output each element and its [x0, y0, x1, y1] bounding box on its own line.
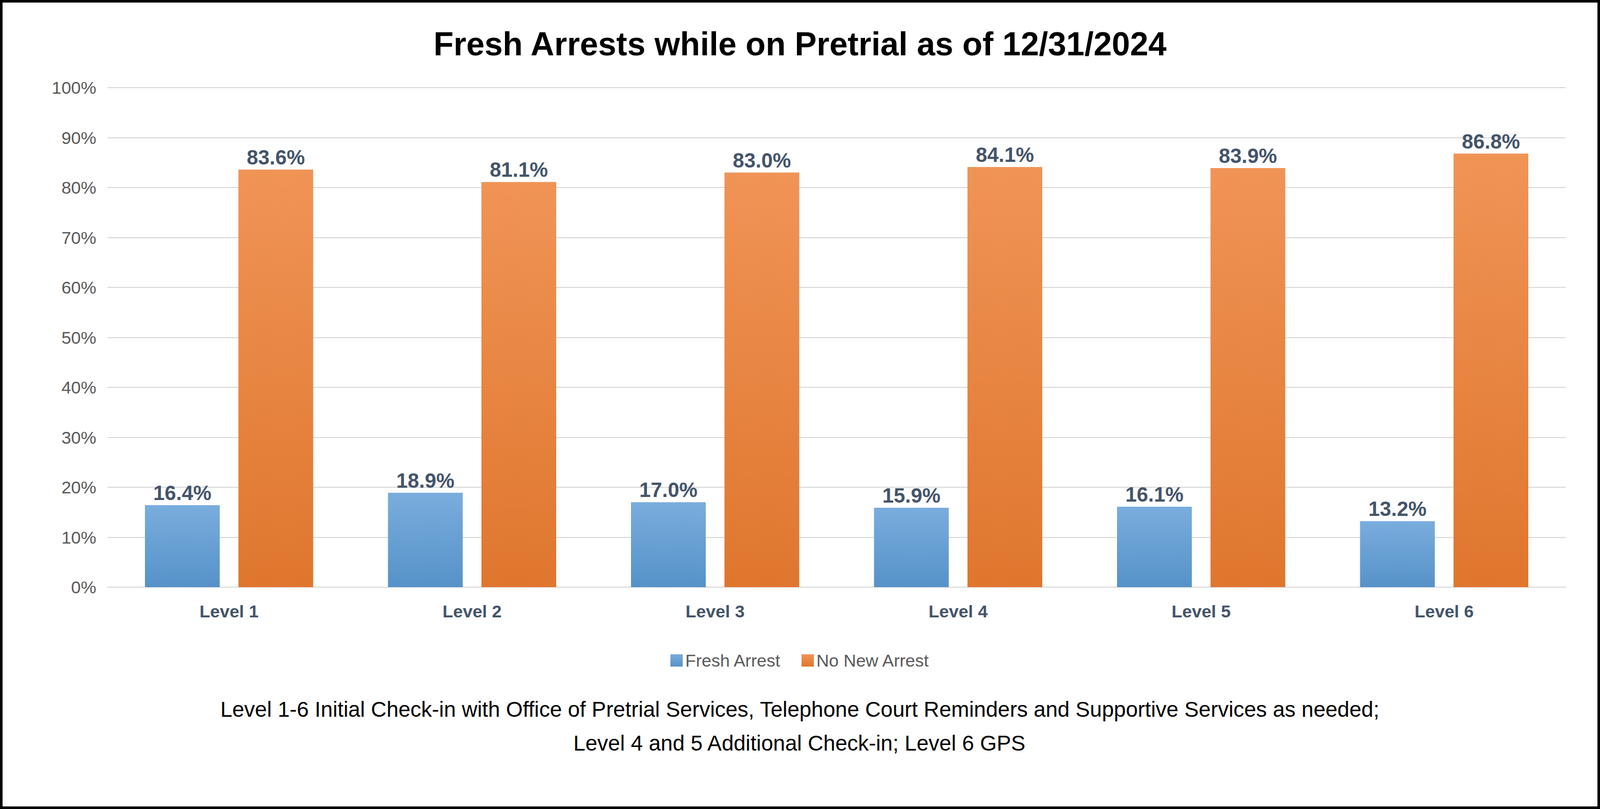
svg-text:15.9%: 15.9%	[882, 483, 941, 507]
svg-text:70%: 70%	[61, 227, 97, 248]
svg-text:No New Arrest: No New Arrest	[816, 650, 930, 670]
svg-text:13.2%: 13.2%	[1368, 497, 1427, 520]
svg-text:40%: 40%	[61, 377, 97, 397]
svg-text:Fresh Arrests while on Pretria: Fresh Arrests while on Pretrial as of 12…	[433, 25, 1167, 63]
svg-text:16.1%: 16.1%	[1125, 482, 1184, 506]
svg-text:Level 4: Level 4	[928, 601, 988, 621]
svg-text:90%: 90%	[61, 128, 97, 148]
svg-text:83.0%: 83.0%	[732, 149, 791, 172]
svg-text:30%: 30%	[61, 427, 97, 448]
svg-text:10%: 10%	[61, 527, 97, 547]
svg-text:Fresh Arrest: Fresh Arrest	[685, 650, 781, 670]
svg-text:60%: 60%	[61, 277, 97, 298]
svg-text:Level 2: Level 2	[442, 601, 502, 621]
svg-text:100%: 100%	[51, 77, 97, 98]
svg-text:Level 3: Level 3	[685, 601, 745, 621]
svg-text:83.9%: 83.9%	[1218, 144, 1277, 167]
svg-text:20%: 20%	[61, 477, 97, 497]
svg-text:0%: 0%	[71, 577, 97, 597]
svg-text:Level 5: Level 5	[1171, 601, 1231, 621]
svg-text:50%: 50%	[61, 327, 97, 348]
svg-text:Level 4 and 5 Additional Check: Level 4 and 5 Additional Check-in; Level…	[573, 730, 1026, 755]
svg-text:83.6%: 83.6%	[246, 145, 305, 169]
svg-text:Level 1: Level 1	[199, 601, 259, 621]
svg-text:17.0%: 17.0%	[639, 478, 698, 501]
svg-text:16.4%: 16.4%	[153, 481, 212, 504]
svg-text:18.9%: 18.9%	[396, 469, 455, 492]
svg-text:80%: 80%	[61, 177, 97, 198]
svg-text:84.1%: 84.1%	[975, 143, 1034, 166]
svg-text:86.8%: 86.8%	[1461, 130, 1520, 153]
svg-text:81.1%: 81.1%	[489, 158, 548, 181]
svg-text:Level 1-6 Initial Check-in wit: Level 1-6 Initial Check-in with Office o…	[220, 697, 1380, 722]
svg-text:Level 6: Level 6	[1414, 601, 1474, 621]
